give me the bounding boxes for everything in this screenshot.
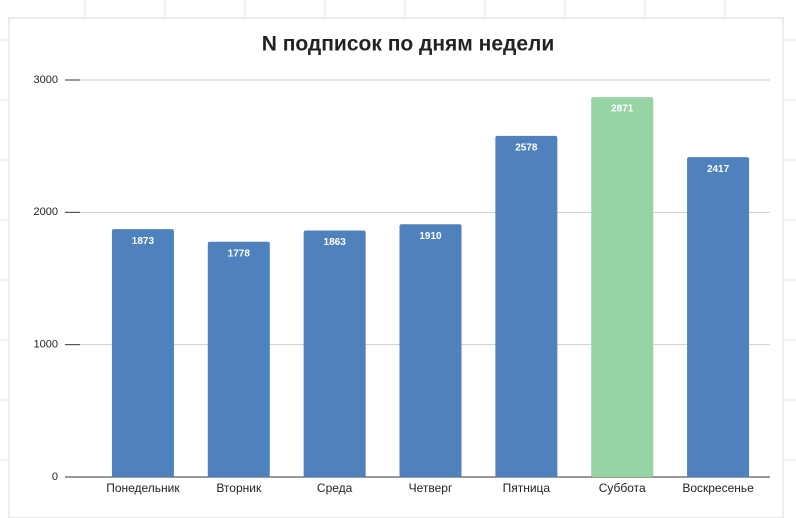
x-tick-label: Понедельник (106, 481, 180, 495)
bar (591, 97, 654, 478)
data-label: 1863 (324, 237, 347, 248)
bar (399, 224, 462, 477)
x-tick-label: Среда (317, 481, 353, 495)
y-tick-label: 3000 (34, 74, 58, 86)
chart-title: N подписок по дням недели (262, 33, 555, 56)
x-tick-label: Воскресенье (682, 481, 754, 495)
x-tick-label: Суббота (599, 481, 646, 495)
x-tick-label: Пятница (503, 481, 551, 495)
data-label: 1778 (228, 248, 251, 259)
data-label: 1873 (132, 236, 155, 247)
data-label: 2871 (611, 104, 634, 115)
x-tick-label: Вторник (216, 481, 262, 495)
x-tick-label: Четверг (409, 481, 453, 495)
bar (111, 229, 174, 477)
data-label: 2578 (515, 142, 538, 153)
bar (687, 157, 750, 477)
data-label: 2417 (707, 164, 730, 175)
y-tick-label: 0 (52, 471, 58, 483)
data-label: 1910 (419, 231, 442, 242)
y-tick-label: 2000 (34, 206, 58, 218)
bar (303, 230, 366, 477)
y-tick-label: 1000 (34, 339, 58, 351)
bar (495, 135, 558, 477)
bar (207, 241, 270, 477)
